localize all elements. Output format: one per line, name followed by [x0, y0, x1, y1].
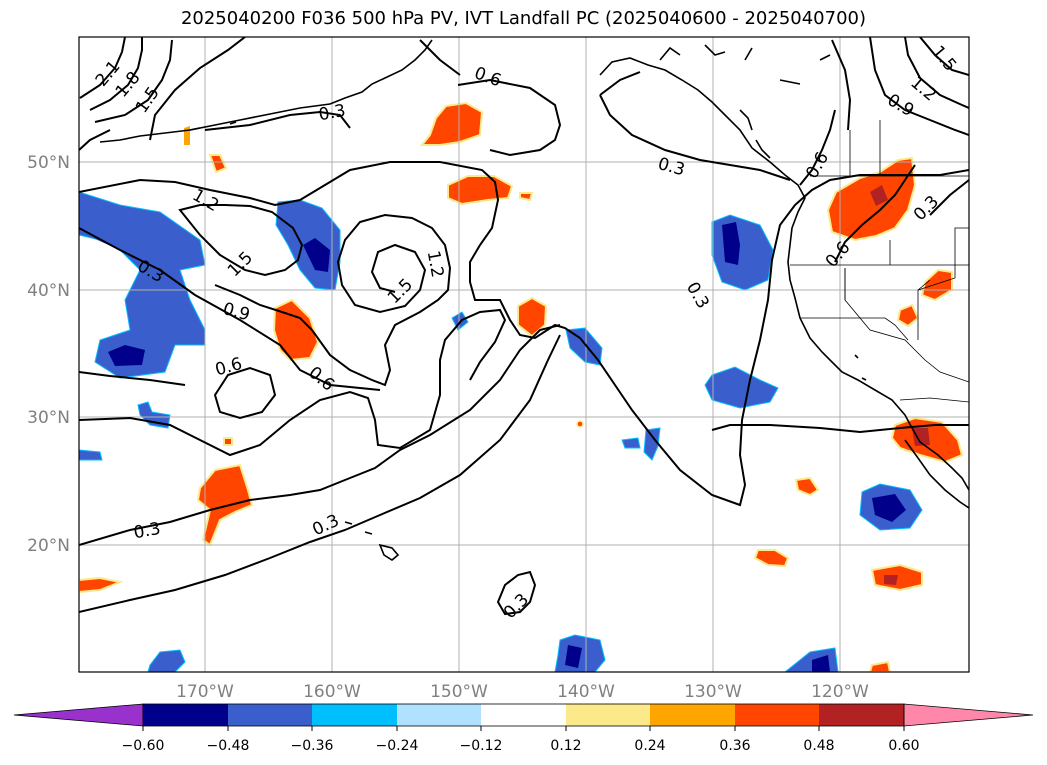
colorbar-bin [397, 704, 481, 726]
coastlines [99, 39, 969, 561]
contour-label: 0.3 [317, 101, 347, 125]
colorbar: −0.60 −0.48 −0.36 −0.24 −0.12 0.12 0.24 … [13, 703, 1034, 754]
colorbar-min-extend [13, 703, 144, 727]
positive-anomaly [447, 175, 514, 206]
contour-label: 0.9 [884, 90, 917, 121]
map-frame [78, 36, 970, 673]
colorbar-tick-label: −0.48 [207, 738, 250, 754]
positive-anomaly [419, 101, 484, 146]
pv-contours [79, 37, 969, 616]
positive-anomaly [272, 298, 320, 362]
lon-label-160w: 160°W [303, 682, 361, 702]
lat-label-20n: 20°N [27, 536, 70, 556]
contour-label: 0.9 [221, 299, 252, 325]
longitude-labels: 170°W 160°W 150°W 140°W 130°W 120°W [176, 682, 869, 702]
colorbar-bin [819, 704, 904, 726]
positive-anomaly [920, 268, 953, 302]
colorbar-bin [481, 704, 566, 726]
contour-label: 0.6 [304, 363, 338, 396]
colorbar-max-extend [903, 703, 1034, 727]
latitude-labels: 50°N 40°N 30°N 20°N [27, 153, 70, 556]
lon-label-140w: 140°W [557, 682, 615, 702]
contour-label: 0.6 [213, 354, 244, 380]
contour-label: 1.5 [384, 275, 417, 308]
contour-label: 0.6 [472, 63, 504, 91]
colorbar-tick-label: 0.12 [550, 738, 581, 754]
contour-label: 0.3 [656, 154, 687, 180]
colorbar-tick-label: 0.60 [888, 738, 919, 754]
lat-label-50n: 50°N [27, 153, 70, 173]
contour-label: 0.3 [500, 590, 533, 623]
positive-anomaly [826, 156, 917, 242]
contour-label: 1.2 [189, 185, 222, 216]
shaded-field [79, 101, 964, 672]
colorbar-tick-label: 0.36 [719, 738, 750, 754]
negative-anomaly [704, 366, 779, 409]
contour-label: 0.6 [822, 238, 855, 272]
negative-anomaly [565, 327, 603, 366]
colorbar-tick-label: −0.36 [291, 738, 334, 754]
contour-label: 0.3 [682, 279, 713, 312]
map-title: 2025040200 F036 500 hPa PV, IVT Landfall… [180, 8, 867, 29]
lon-label-170w: 170°W [176, 682, 234, 702]
colorbar-bin [312, 704, 397, 726]
colorbar-tick-label: −0.60 [122, 738, 165, 754]
lat-label-40n: 40°N [27, 281, 70, 301]
colorbar-tick-label: −0.12 [460, 738, 503, 754]
colorbar-tick-label: 0.48 [803, 738, 834, 754]
colorbar-tick-label: −0.24 [376, 738, 419, 754]
negative-anomaly [784, 647, 839, 672]
colorbar-bin [143, 704, 228, 726]
colorbar-bin [735, 704, 819, 726]
negative-anomaly [711, 214, 774, 291]
gridlines [79, 37, 969, 672]
positive-anomaly [196, 463, 254, 547]
contour-label: 0.3 [910, 192, 943, 225]
contour-label: 1.5 [224, 248, 257, 281]
lon-label-130w: 130°W [684, 682, 742, 702]
lon-label-120w: 120°W [811, 682, 869, 702]
contour-label: 1.2 [423, 249, 447, 279]
colorbar-tick-label: 0.24 [634, 738, 665, 754]
contour-label: 0.3 [309, 511, 342, 541]
colorbar-bin [228, 704, 312, 726]
lon-label-150w: 150°W [430, 682, 488, 702]
lat-label-30n: 30°N [27, 408, 70, 428]
colorbar-bin [566, 704, 650, 726]
colorbar-bin [650, 704, 735, 726]
positive-anomaly [517, 296, 548, 338]
contour-label: 0.3 [132, 519, 162, 543]
